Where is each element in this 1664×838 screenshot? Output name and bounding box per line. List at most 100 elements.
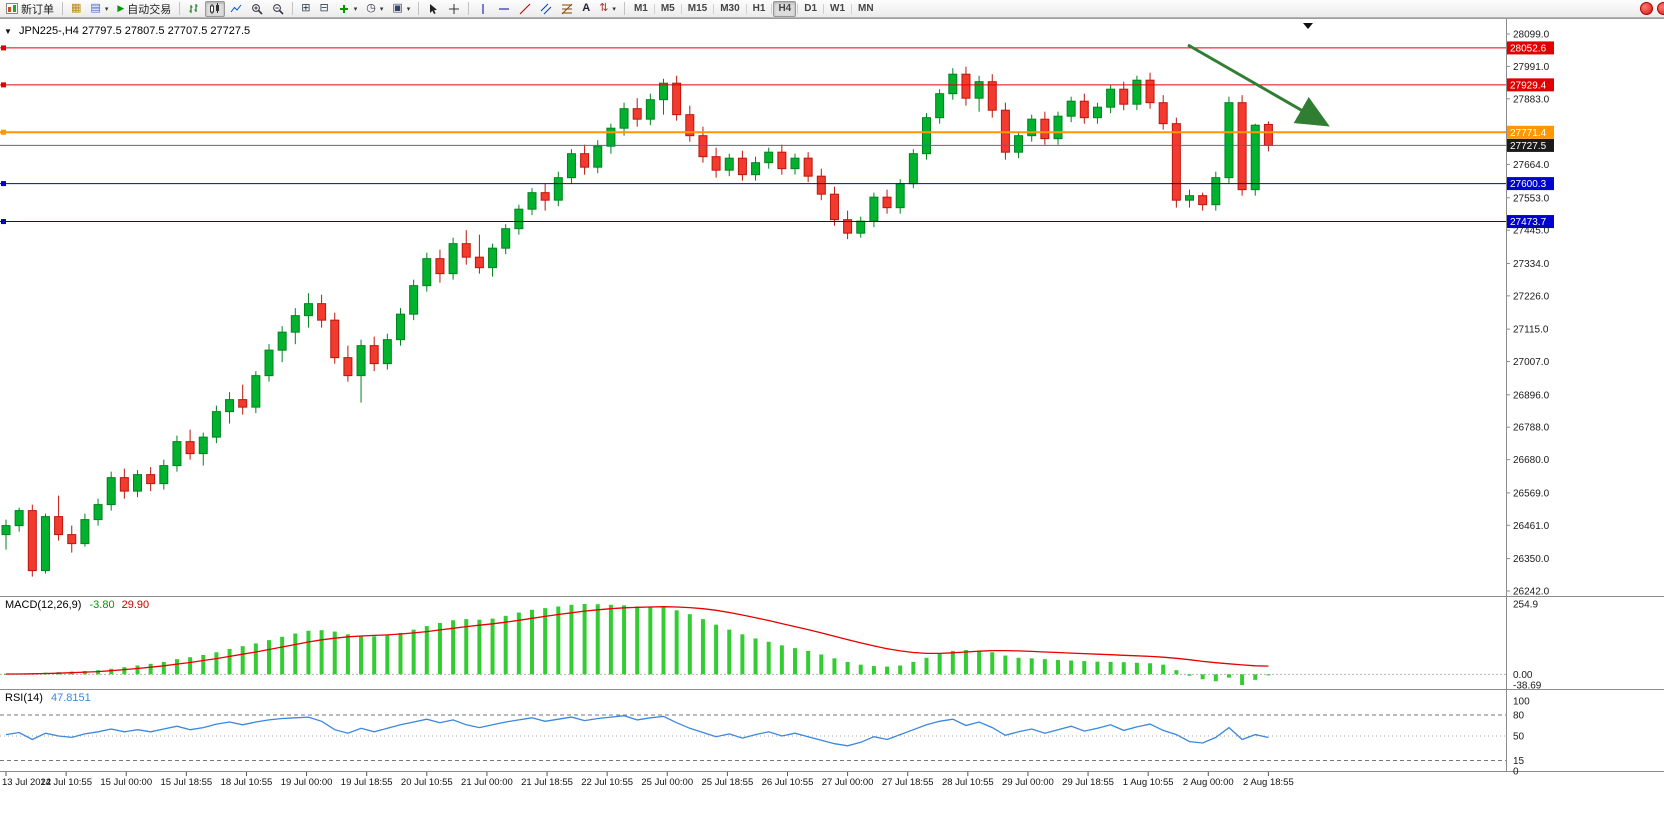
level-line-anchor[interactable] — [1, 181, 6, 187]
timeframe-separator — [771, 3, 773, 14]
macd-histogram-bar — [214, 652, 219, 675]
time-axis-label: 27 Jul 18:55 — [882, 777, 934, 788]
partially-visible-icon[interactable] — [1657, 2, 1664, 15]
timeframe-button-w1[interactable]: W1 — [830, 3, 846, 14]
timeframe-button-m1[interactable]: M1 — [633, 3, 648, 14]
macd-histogram-bar — [1016, 657, 1021, 675]
horizontal-line-icon — [499, 8, 510, 9]
zoom-in-icon — [252, 3, 263, 15]
bar-chart-icon — [189, 3, 198, 13]
level-line-anchor[interactable] — [1, 82, 6, 88]
dropdown-arrow-icon: ▾ — [104, 5, 109, 13]
candle-body — [895, 183, 905, 209]
zoom-out-button[interactable] — [268, 1, 288, 17]
candle-body — [211, 411, 221, 438]
macd-signal-line — [6, 606, 1269, 675]
candle-body — [1250, 124, 1260, 191]
timeframe-button-h1[interactable]: H1 — [752, 3, 766, 14]
autotrading-button[interactable]: ▶ 自动交易 — [113, 1, 175, 17]
chart-shift-marker[interactable] — [1303, 23, 1313, 29]
trendline-icon — [519, 3, 531, 14]
price-badge — [1507, 138, 1554, 152]
zoom-in-button[interactable] — [247, 1, 267, 17]
vertical-line-tool-button[interactable] — [473, 1, 493, 17]
profiles-button[interactable]: ▤ ▾ — [86, 1, 112, 17]
collapse-arrow-icon[interactable]: ▼ — [4, 27, 12, 36]
candle-body — [672, 82, 682, 116]
candle-body — [159, 465, 169, 485]
new-order-icon — [6, 3, 18, 14]
candle-body — [829, 193, 839, 221]
macd-histogram-bar — [1161, 664, 1166, 675]
tile-windows-button[interactable]: ⊟ — [315, 1, 332, 17]
bar-chart-mode-button[interactable] — [184, 1, 204, 17]
candle-body — [803, 157, 813, 177]
price-axis-label: 27553.0 — [1513, 193, 1550, 204]
horizontal-line-tool-button[interactable] — [494, 1, 514, 17]
time-axis-label: 29 Jul 18:55 — [1062, 777, 1114, 788]
macd-histogram-bar — [687, 614, 692, 675]
candle-body — [659, 82, 668, 101]
macd-histogram-bar — [398, 632, 403, 675]
candle-body — [290, 315, 300, 333]
timeframe-button-m5[interactable]: M5 — [660, 3, 675, 14]
channel-tool-button[interactable] — [536, 1, 556, 17]
trend-arrow[interactable] — [1187, 43, 1330, 127]
cascade-windows-icon: ⊞ — [301, 2, 311, 14]
profiles-icon: ▤ — [90, 2, 101, 14]
timeframe-button-mn[interactable]: MN — [858, 3, 874, 14]
charts-button[interactable]: ▦ — [67, 1, 85, 17]
dropdown-arrow-icon: ▾ — [353, 5, 358, 13]
crosshair-tool-button[interactable] — [444, 1, 464, 17]
time-axis-label: 22 Jul 10:55 — [581, 777, 633, 788]
candle-body — [961, 73, 971, 99]
candle-body — [540, 192, 550, 201]
add-indicator-button[interactable]: ▾ — [334, 1, 362, 17]
timeframe-separator — [745, 3, 747, 14]
arrows-tool-button[interactable]: ⇅ ▾ — [595, 1, 620, 17]
candle-body — [1053, 115, 1063, 140]
periods-button[interactable]: ◷ ▾ — [362, 1, 387, 17]
time-axis-label: 18 Jul 10:55 — [221, 777, 273, 788]
price-axis-label: 27883.0 — [1513, 94, 1550, 105]
community-icon[interactable] — [1640, 2, 1653, 15]
level-line-anchor[interactable] — [1, 219, 6, 225]
main-chart-plot[interactable]: 28052.6 27929.4 27771.4 27727.5 27600.3 27473… — [0, 19, 1664, 838]
text-tool-icon: A — [582, 2, 591, 14]
text-tool-button[interactable]: A — [578, 1, 594, 17]
timeframe-button-d1[interactable]: D1 — [804, 3, 818, 14]
candle-body — [856, 220, 866, 234]
rsi-scale-label: 80 — [1513, 711, 1525, 722]
price-axis-label: 27445.0 — [1513, 226, 1550, 237]
timeframe-button-h4[interactable]: H4 — [773, 0, 797, 17]
macd-histogram-bar — [319, 630, 324, 675]
level-line-anchor[interactable] — [1, 129, 6, 135]
level-line-anchor[interactable] — [1, 45, 6, 51]
templates-button[interactable]: ▣ ▾ — [388, 1, 414, 17]
macd-histogram-bar — [280, 636, 285, 675]
timeframe-button-m30[interactable]: M30 — [720, 3, 740, 14]
candle-body — [198, 436, 208, 455]
candle-body — [1132, 79, 1142, 105]
line-chart-mode-button[interactable] — [226, 1, 246, 17]
cursor-tool-button[interactable] — [423, 1, 443, 17]
macd-histogram-bar — [1266, 674, 1271, 676]
chart-window[interactable]: 28052.6 27929.4 27771.4 27727.5 27600.3 27473… — [0, 18, 1664, 838]
candle-body — [435, 258, 445, 275]
macd-histogram-bar — [516, 612, 521, 675]
trendline-tool-button[interactable] — [515, 1, 535, 17]
candlestick-mode-button[interactable] — [205, 0, 226, 17]
timeframe-button-m15[interactable]: M15 — [687, 3, 708, 14]
price-badge-label: 27771.4 — [1510, 128, 1547, 139]
cascade-windows-button[interactable]: ⊞ — [297, 1, 314, 17]
new-order-button[interactable]: 新订单 — [2, 1, 58, 17]
price-axis-label: 26788.0 — [1513, 423, 1550, 434]
candle-body — [80, 519, 90, 545]
toolbar-separator — [468, 2, 470, 15]
macd-histogram-bar — [990, 652, 995, 675]
macd-histogram-bar — [1213, 674, 1218, 682]
candle-body — [553, 177, 563, 201]
fibonacci-tool-button[interactable] — [557, 1, 577, 17]
candle-body — [27, 510, 37, 572]
macd-histogram-bar — [1003, 655, 1008, 675]
